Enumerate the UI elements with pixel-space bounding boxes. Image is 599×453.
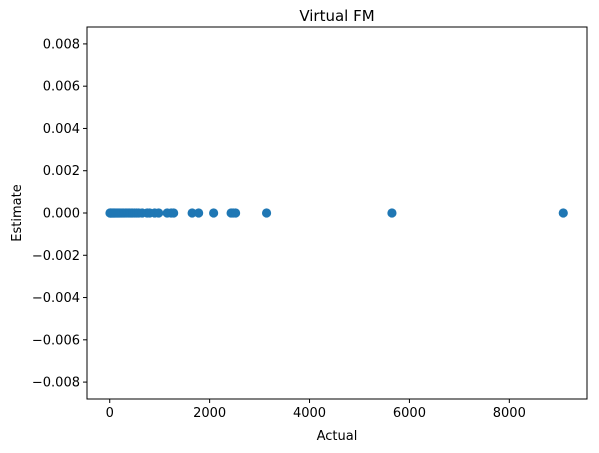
y-tick-label: 0.004 [43,122,80,137]
data-point [187,208,197,218]
data-point [231,208,241,218]
x-axis-label: Actual [317,429,358,444]
x-tick-label: 0 [106,406,114,421]
y-tick-label: 0.006 [43,80,80,95]
y-tick-label: −0.004 [32,291,80,306]
data-point [154,208,164,218]
data-point [387,208,397,218]
y-tick-label: 0.002 [43,164,80,179]
y-tick-label: 0.008 [43,37,80,52]
y-axis-ticks: −0.008 −0.006 −0.004 −0.002 0.000 0.002 0.004 0… [32,37,87,391]
x-axis-ticks: 0 2000 4000 6000 8000 [106,399,526,421]
y-axis-label: Estimate [10,184,25,241]
y-tick-label: −0.008 [32,376,80,391]
data-point [261,208,272,218]
x-tick-label: 8000 [493,406,526,421]
data-point [169,208,179,218]
chart-title: Virtual FM [299,7,374,25]
x-tick-label: 4000 [293,406,326,421]
x-tick-label: 6000 [393,406,426,421]
data-point [209,208,219,218]
x-tick-label: 2000 [193,406,226,421]
y-tick-label: −0.002 [32,249,80,264]
y-tick-label: 0.000 [43,207,80,222]
data-point [558,208,568,218]
data-points [105,208,568,218]
data-point [194,208,204,218]
y-tick-label: −0.006 [32,333,80,348]
